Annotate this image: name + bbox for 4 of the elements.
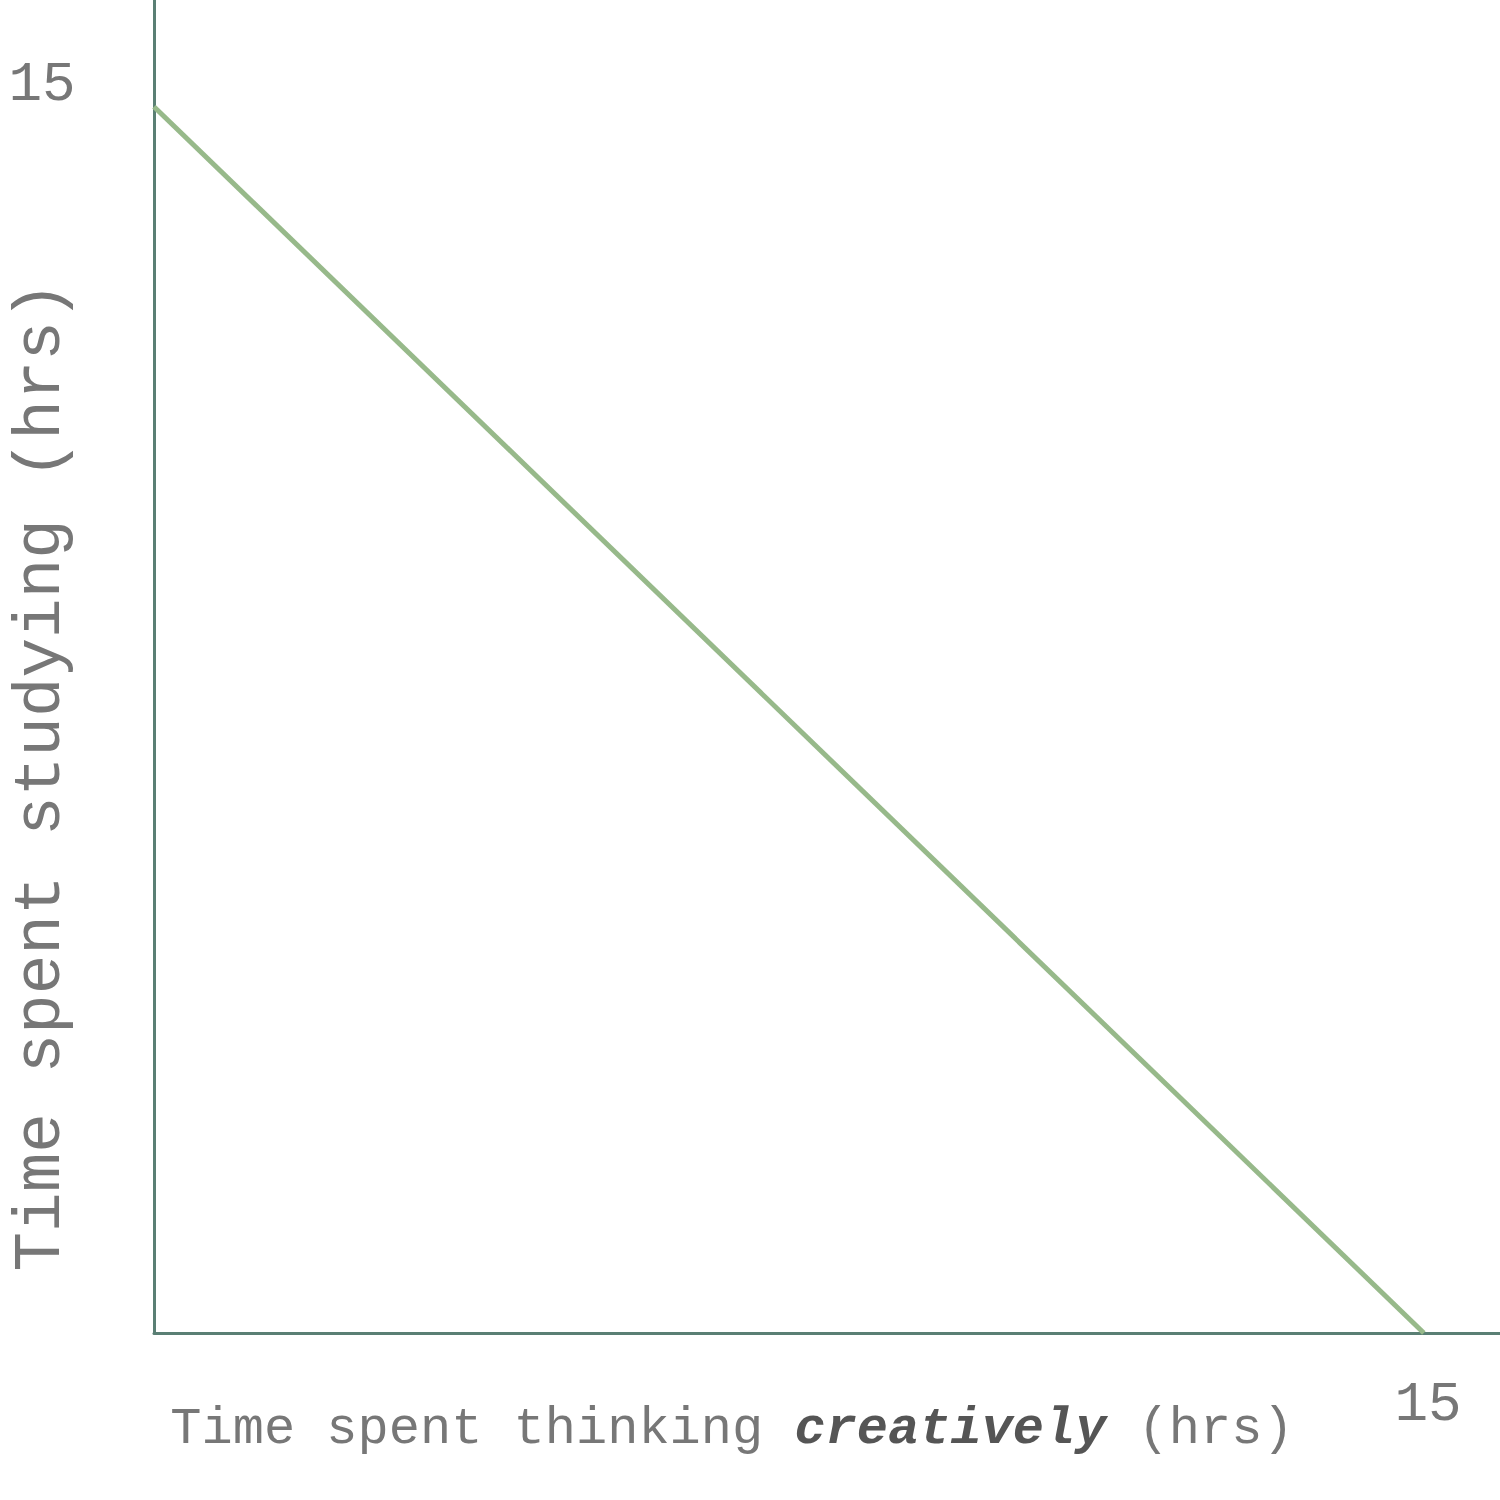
x-axis-title: Time spent thinking creatively (hrs): [170, 1399, 1294, 1459]
y-axis-title: Time spent studying (hrs): [3, 281, 79, 1272]
text: 15: [1394, 1373, 1462, 1437]
annotation: 15: [8, 53, 76, 117]
